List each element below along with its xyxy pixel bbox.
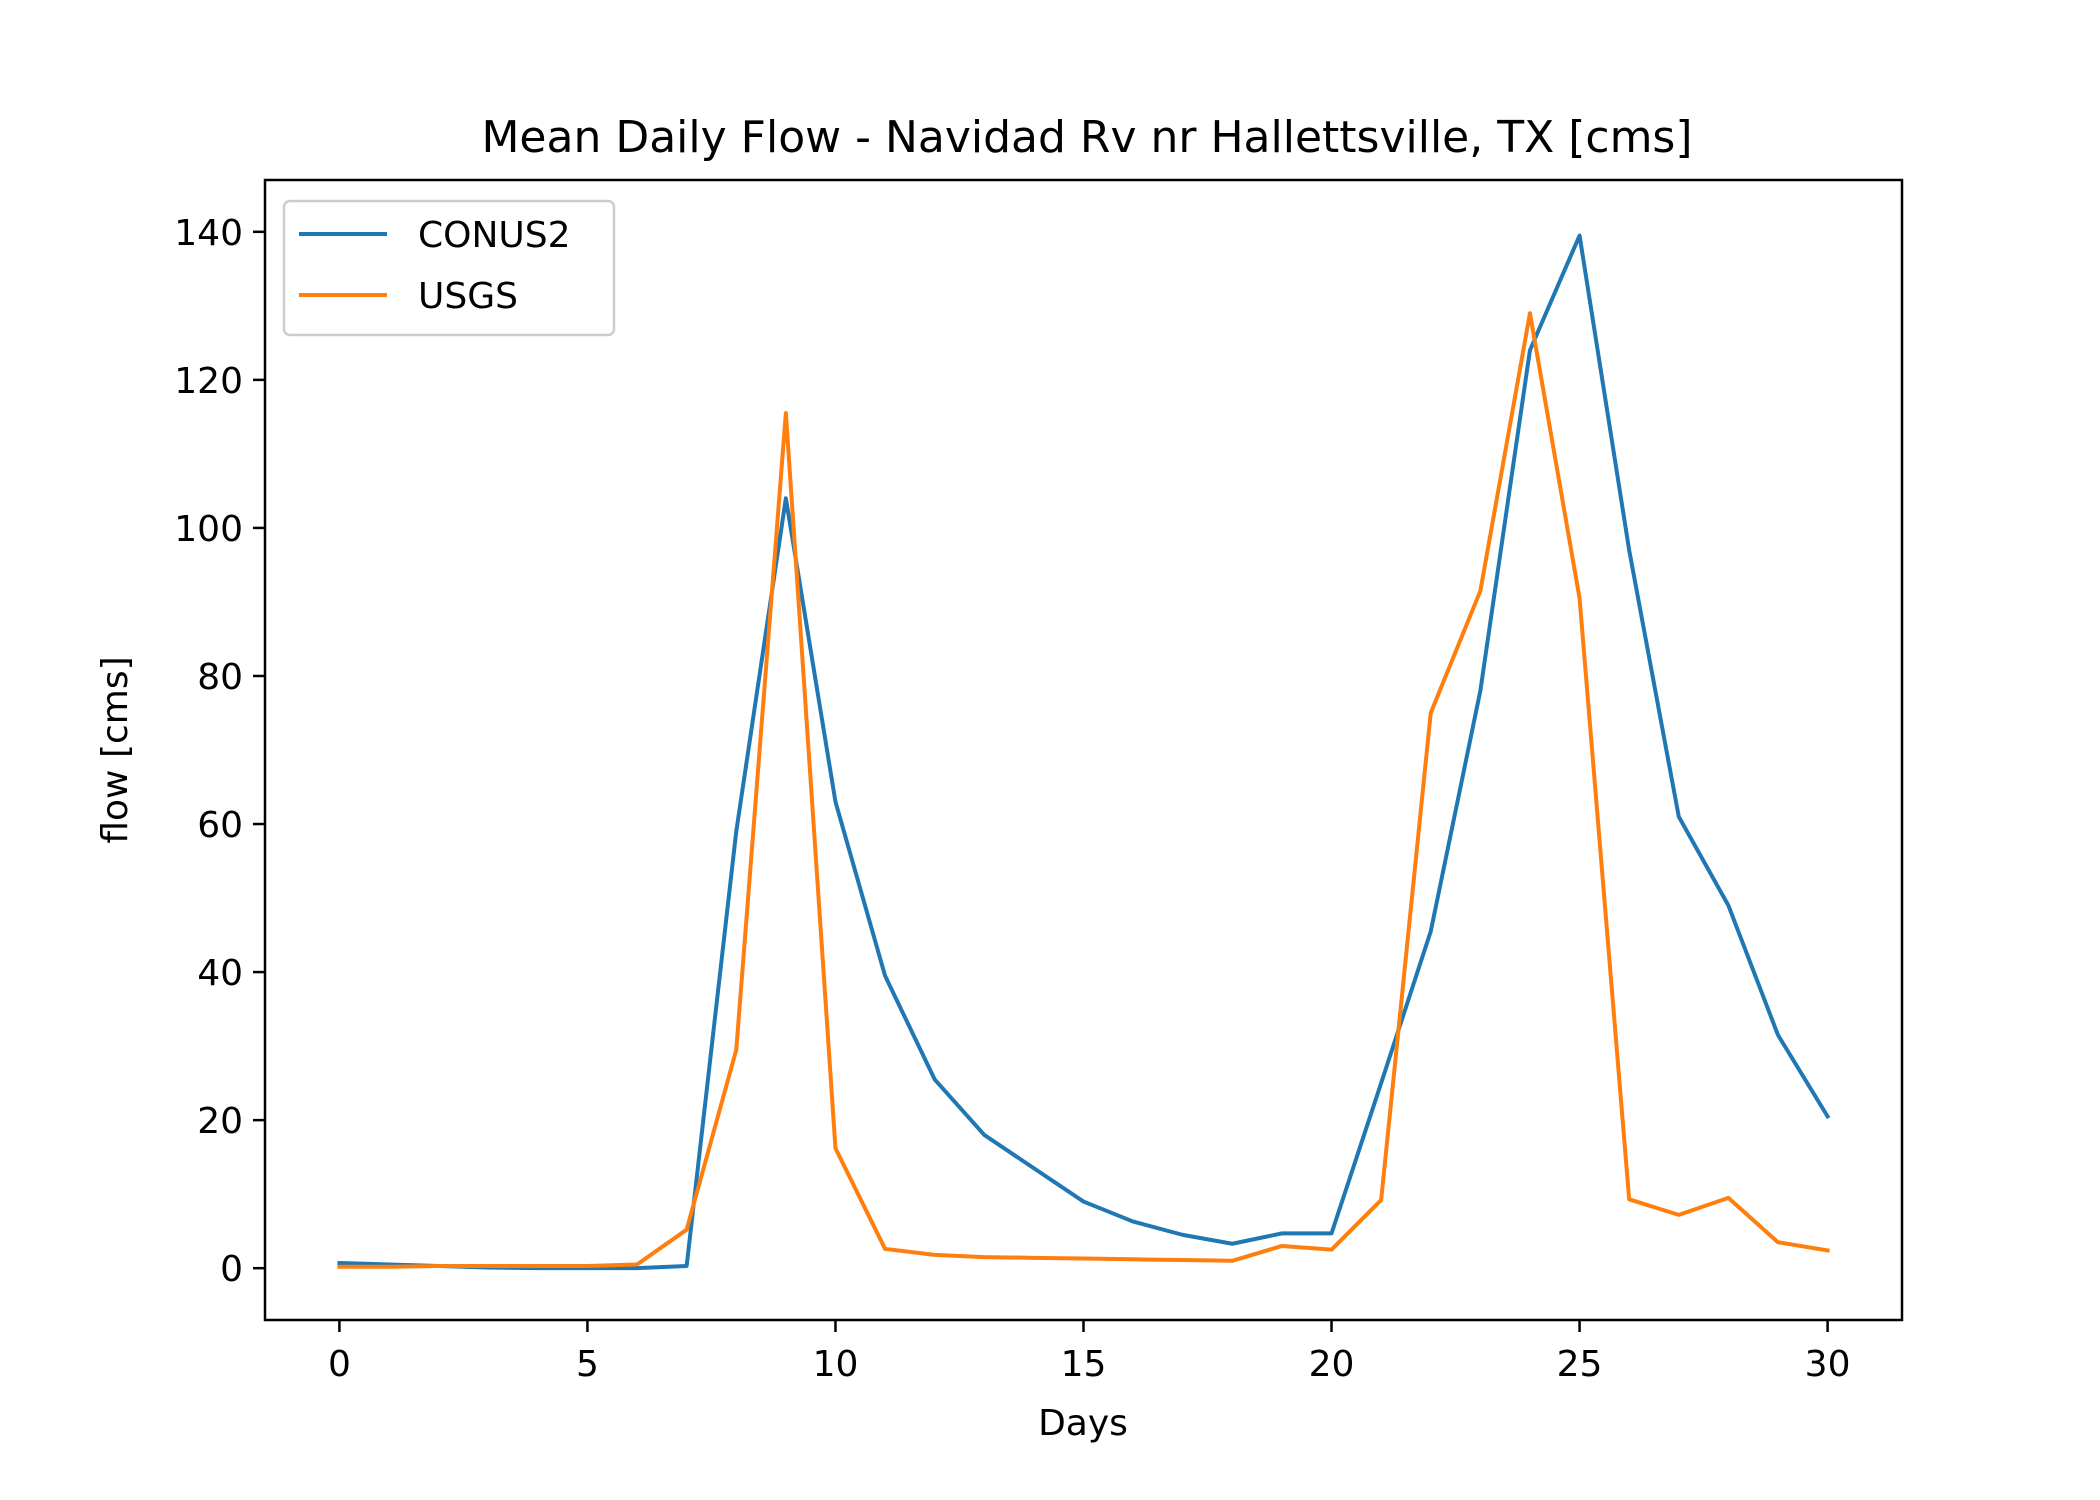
data-point-usgs	[1181, 1258, 1185, 1262]
data-point-conus2	[1726, 903, 1730, 907]
y-tick-label: 100	[174, 509, 243, 550]
data-point-usgs	[337, 1265, 341, 1269]
data-point-usgs	[1082, 1257, 1086, 1261]
data-point-conus2	[734, 829, 738, 833]
y-tick-label: 80	[197, 657, 243, 698]
data-point-conus2	[883, 974, 887, 978]
data-point-usgs	[784, 411, 788, 415]
x-tick-label: 20	[1309, 1344, 1355, 1385]
data-point-usgs	[1429, 711, 1433, 715]
data-point-conus2	[1429, 929, 1433, 933]
series-line-conus2	[337, 233, 1831, 1271]
chart-title: Mean Daily Flow - Navidad Rv nr Halletts…	[481, 112, 1692, 163]
y-tick-label: 60	[197, 805, 243, 846]
data-point-conus2	[1379, 1081, 1383, 1085]
plot-background	[265, 180, 1902, 1320]
y-tick-label: 40	[197, 953, 243, 994]
data-point-conus2	[833, 800, 837, 804]
data-point-conus2	[1280, 1231, 1284, 1235]
data-point-usgs	[387, 1265, 391, 1269]
data-point-usgs	[1627, 1197, 1631, 1201]
data-point-usgs	[635, 1262, 639, 1266]
data-point-conus2	[1032, 1166, 1036, 1170]
data-point-usgs	[1528, 311, 1532, 315]
data-point-usgs	[585, 1264, 589, 1268]
data-point-conus2	[1826, 1114, 1830, 1118]
data-point-conus2	[1528, 348, 1532, 352]
y-axis: 0 20 40 60 80 100 120 140	[174, 213, 265, 1290]
y-tick-label: 20	[197, 1101, 243, 1142]
data-point-usgs	[1330, 1248, 1334, 1252]
data-point-conus2	[933, 1077, 937, 1081]
data-point-conus2	[1131, 1220, 1135, 1224]
y-tick-label: 120	[174, 361, 243, 402]
data-point-conus2	[1627, 548, 1631, 552]
plot-area	[263, 178, 1904, 1322]
data-point-usgs	[486, 1264, 490, 1268]
x-tick-label: 30	[1805, 1344, 1851, 1385]
x-tick-label: 10	[813, 1344, 859, 1385]
x-tick-label: 25	[1557, 1344, 1603, 1385]
data-point-usgs	[734, 1048, 738, 1052]
data-point-conus2	[1330, 1231, 1334, 1235]
data-point-conus2	[1776, 1033, 1780, 1037]
data-point-usgs	[1826, 1248, 1830, 1252]
data-point-conus2	[784, 496, 788, 500]
x-axis: 0 5 10 15 20 25 30	[328, 1320, 1851, 1385]
data-point-usgs	[1032, 1256, 1036, 1260]
data-point-usgs	[982, 1255, 986, 1259]
data-point-usgs	[685, 1228, 689, 1232]
data-point-usgs	[1131, 1257, 1135, 1261]
x-axis-label: Days	[1038, 1403, 1128, 1444]
data-point-conus2	[1677, 815, 1681, 819]
data-point-conus2	[1578, 234, 1582, 238]
x-tick-label: 0	[328, 1344, 351, 1385]
data-point-conus2	[1230, 1242, 1234, 1246]
data-point-conus2	[685, 1264, 689, 1268]
legend-label-conus2: CONUS2	[418, 215, 571, 256]
data-point-usgs	[536, 1264, 540, 1268]
data-point-conus2	[1082, 1200, 1086, 1204]
data-point-usgs	[1776, 1240, 1780, 1244]
y-tick-label: 140	[174, 213, 243, 254]
data-point-usgs	[833, 1146, 837, 1150]
x-tick-label: 15	[1061, 1344, 1107, 1385]
data-point-conus2	[1181, 1233, 1185, 1237]
legend-label-usgs: USGS	[418, 276, 518, 317]
series-layer	[337, 233, 1831, 1271]
y-axis-label: flow [cms]	[95, 656, 136, 843]
data-point-conus2	[982, 1133, 986, 1137]
data-point-usgs	[933, 1253, 937, 1257]
series-line-usgs	[337, 311, 1830, 1269]
data-point-usgs	[437, 1264, 441, 1268]
data-point-usgs	[1726, 1196, 1730, 1200]
data-point-usgs	[1379, 1198, 1383, 1202]
data-point-usgs	[1677, 1213, 1681, 1217]
data-point-usgs	[883, 1247, 887, 1251]
data-point-conus2	[1478, 689, 1482, 693]
data-point-usgs	[1280, 1244, 1284, 1248]
data-point-usgs	[1578, 596, 1582, 600]
y-tick-label: 0	[220, 1249, 243, 1290]
x-tick-label: 5	[576, 1344, 599, 1385]
legend: CONUS2 USGS	[282, 199, 616, 337]
data-point-usgs	[1478, 589, 1482, 593]
data-point-conus2	[635, 1266, 639, 1270]
data-point-conus2	[337, 1261, 341, 1265]
data-point-usgs	[1230, 1259, 1234, 1263]
